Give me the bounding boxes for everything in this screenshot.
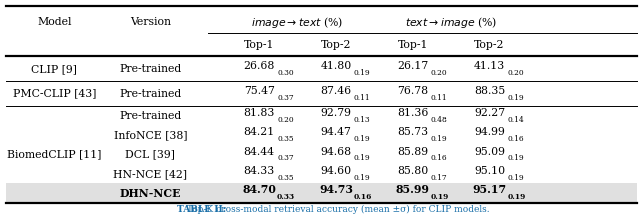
Text: 0.19: 0.19 bbox=[508, 155, 524, 162]
Text: $\mathit{image} \rightarrow \mathit{text}$ (%): $\mathit{image} \rightarrow \mathit{text… bbox=[252, 15, 344, 30]
Bar bbox=[6, 183, 637, 202]
Text: 0.48: 0.48 bbox=[431, 116, 447, 124]
Text: 84.33: 84.33 bbox=[244, 166, 275, 176]
Text: 26.68: 26.68 bbox=[243, 61, 275, 71]
Text: 0.19: 0.19 bbox=[508, 94, 524, 101]
Text: 0.19: 0.19 bbox=[354, 155, 371, 162]
Text: 94.99: 94.99 bbox=[474, 127, 505, 137]
Text: 0.17: 0.17 bbox=[431, 174, 447, 182]
Text: 0.35: 0.35 bbox=[277, 174, 294, 182]
Text: 0.16: 0.16 bbox=[508, 135, 524, 143]
Text: 0.19: 0.19 bbox=[354, 69, 371, 77]
Text: 85.89: 85.89 bbox=[397, 147, 428, 156]
Text: 94.47: 94.47 bbox=[321, 127, 351, 137]
Text: Pre-trained: Pre-trained bbox=[119, 111, 182, 121]
Text: Model: Model bbox=[37, 18, 72, 27]
Text: 81.36: 81.36 bbox=[397, 108, 429, 118]
Text: 85.73: 85.73 bbox=[397, 127, 428, 137]
Text: 0.19: 0.19 bbox=[431, 135, 447, 143]
Text: BiomedCLIP [11]: BiomedCLIP [11] bbox=[7, 150, 102, 159]
Text: 26.17: 26.17 bbox=[397, 61, 428, 71]
Text: CLIP [9]: CLIP [9] bbox=[31, 64, 77, 74]
Text: 0.20: 0.20 bbox=[431, 69, 447, 77]
Text: 0.19: 0.19 bbox=[431, 193, 449, 201]
Text: 0.14: 0.14 bbox=[508, 116, 524, 124]
Text: PMC-CLIP [43]: PMC-CLIP [43] bbox=[13, 89, 96, 98]
Text: 95.17: 95.17 bbox=[472, 184, 507, 195]
Text: 88.35: 88.35 bbox=[474, 86, 505, 95]
Text: 0.13: 0.13 bbox=[354, 116, 371, 124]
Text: 0.20: 0.20 bbox=[508, 69, 524, 77]
Text: 0.11: 0.11 bbox=[354, 94, 371, 101]
Text: 85.80: 85.80 bbox=[397, 166, 428, 176]
Text: 84.70: 84.70 bbox=[243, 184, 276, 195]
Text: 0.19: 0.19 bbox=[354, 174, 371, 182]
Text: 0.35: 0.35 bbox=[277, 135, 294, 143]
Text: InfoNCE [38]: InfoNCE [38] bbox=[114, 130, 187, 140]
Text: 92.27: 92.27 bbox=[474, 108, 505, 118]
Text: 0.37: 0.37 bbox=[277, 94, 294, 101]
Text: 0.33: 0.33 bbox=[277, 193, 295, 201]
Text: 0.30: 0.30 bbox=[277, 69, 294, 77]
Text: Top-K cross-modal retrieval accuracy (mean ±σ) for CLIP models.: Top-K cross-modal retrieval accuracy (me… bbox=[184, 205, 490, 214]
Text: Pre-trained: Pre-trained bbox=[119, 64, 182, 74]
Text: Top-1: Top-1 bbox=[397, 40, 428, 50]
Text: Top-2: Top-2 bbox=[321, 40, 351, 50]
Text: 0.16: 0.16 bbox=[431, 155, 447, 162]
Text: 84.44: 84.44 bbox=[244, 147, 275, 156]
Text: 94.68: 94.68 bbox=[321, 147, 351, 156]
Text: 92.79: 92.79 bbox=[321, 108, 351, 118]
Text: TABLE II:: TABLE II: bbox=[177, 205, 226, 214]
Text: 95.10: 95.10 bbox=[474, 166, 505, 176]
Text: 87.46: 87.46 bbox=[321, 86, 351, 95]
Text: Top-1: Top-1 bbox=[244, 40, 275, 50]
Text: Version: Version bbox=[130, 18, 171, 27]
Text: 81.83: 81.83 bbox=[243, 108, 275, 118]
Text: 0.19: 0.19 bbox=[508, 193, 526, 201]
Text: DCL [39]: DCL [39] bbox=[125, 150, 175, 159]
Text: 76.78: 76.78 bbox=[397, 86, 428, 95]
Text: 0.19: 0.19 bbox=[508, 174, 524, 182]
Text: 41.80: 41.80 bbox=[321, 61, 351, 71]
Text: 0.11: 0.11 bbox=[431, 94, 447, 101]
Text: 84.21: 84.21 bbox=[244, 127, 275, 137]
Text: 94.73: 94.73 bbox=[319, 184, 353, 195]
Text: 41.13: 41.13 bbox=[474, 61, 505, 71]
Text: DHN-NCE: DHN-NCE bbox=[120, 187, 181, 199]
Text: 85.99: 85.99 bbox=[396, 184, 429, 195]
Text: 94.60: 94.60 bbox=[321, 166, 351, 176]
Text: 0.16: 0.16 bbox=[354, 193, 372, 201]
Text: 0.20: 0.20 bbox=[277, 116, 294, 124]
Text: $\mathit{text} \rightarrow \mathit{image}$ (%): $\mathit{text} \rightarrow \mathit{image… bbox=[405, 15, 497, 30]
Text: HN-NCE [42]: HN-NCE [42] bbox=[113, 169, 188, 179]
Text: 0.37: 0.37 bbox=[277, 155, 294, 162]
Text: 95.09: 95.09 bbox=[474, 147, 505, 156]
Text: 75.47: 75.47 bbox=[244, 86, 275, 95]
Text: Pre-trained: Pre-trained bbox=[119, 89, 182, 98]
Text: Top-2: Top-2 bbox=[474, 40, 505, 50]
Text: 0.19: 0.19 bbox=[354, 135, 371, 143]
